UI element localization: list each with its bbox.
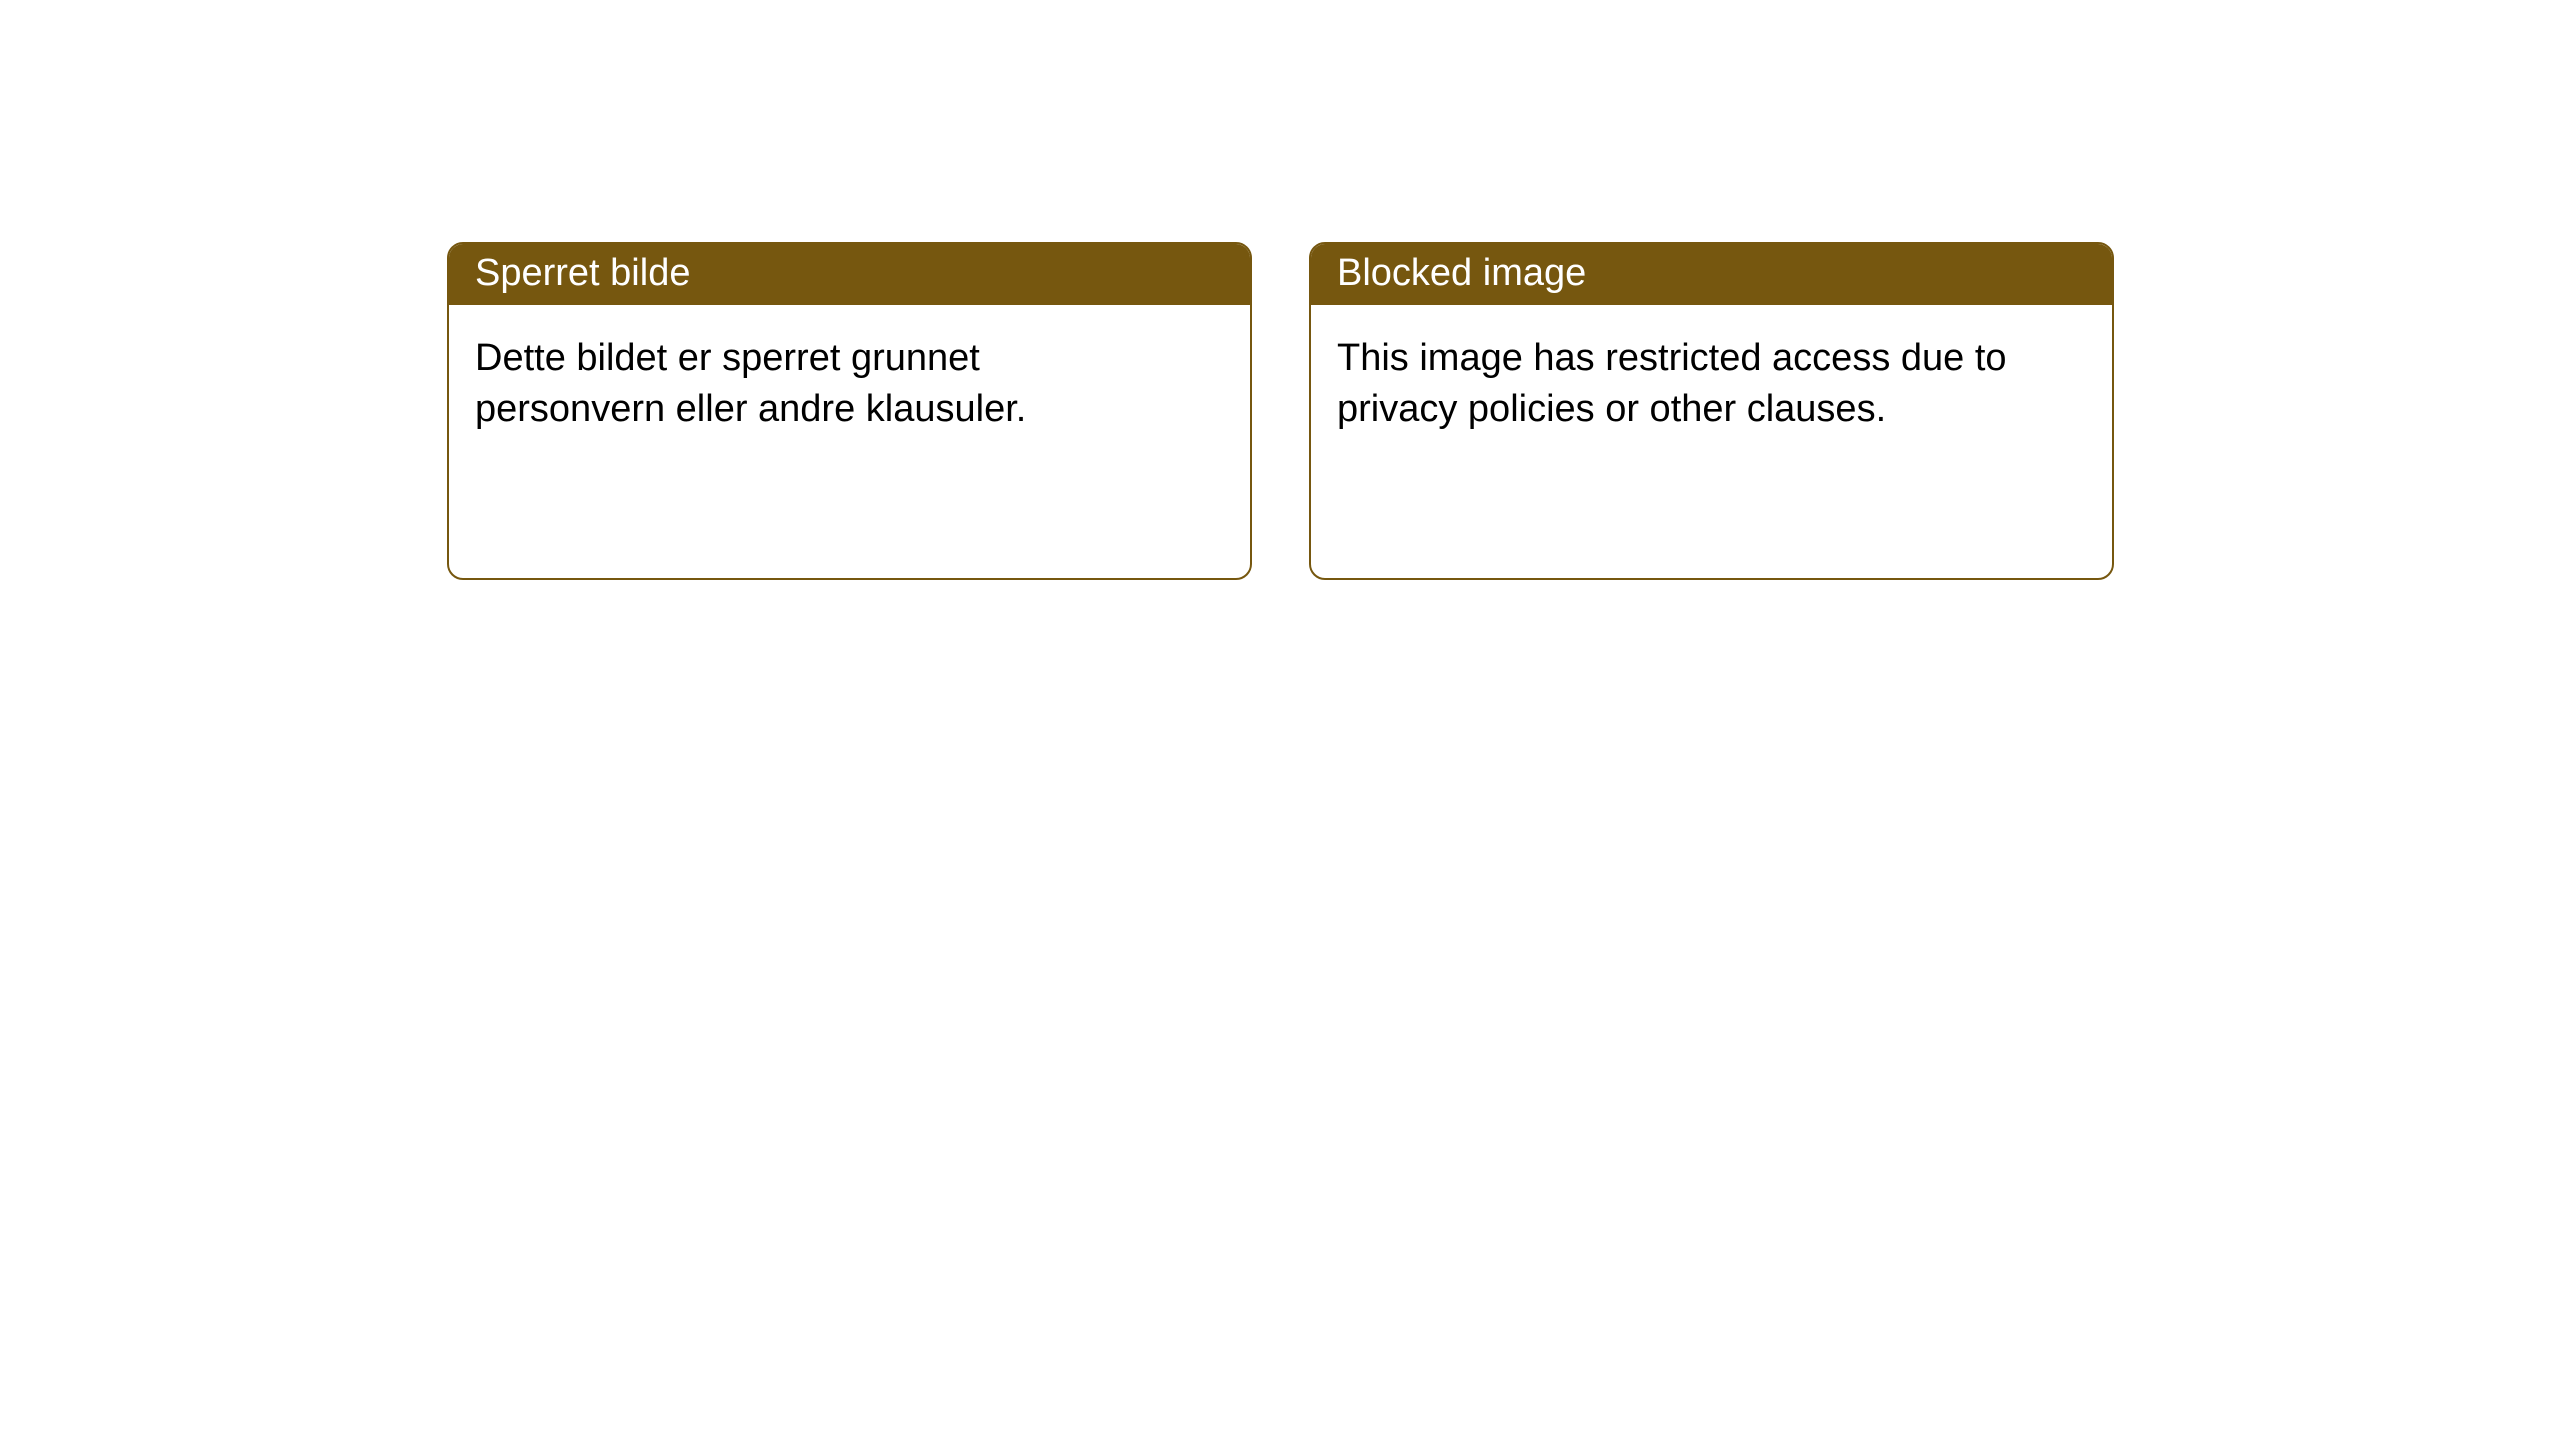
notice-container: Sperret bilde Dette bildet er sperret gr… <box>447 242 2114 580</box>
notice-card-body: Dette bildet er sperret grunnet personve… <box>449 305 1181 464</box>
notice-card-norwegian: Sperret bilde Dette bildet er sperret gr… <box>447 242 1252 580</box>
notice-card-english: Blocked image This image has restricted … <box>1309 242 2114 580</box>
notice-card-body: This image has restricted access due to … <box>1311 305 2043 464</box>
notice-card-header: Blocked image <box>1311 244 2112 305</box>
notice-card-header: Sperret bilde <box>449 244 1250 305</box>
